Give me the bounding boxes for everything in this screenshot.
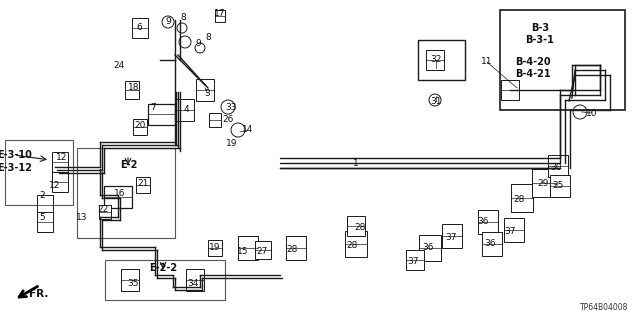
- Text: 2: 2: [39, 191, 45, 201]
- Text: 6: 6: [136, 23, 142, 33]
- Text: B-4-20: B-4-20: [515, 57, 551, 67]
- Bar: [77, 148, 175, 238]
- Text: 27: 27: [256, 247, 268, 257]
- Bar: [186, 269, 204, 291]
- Text: 37: 37: [504, 228, 516, 236]
- Bar: [238, 236, 258, 260]
- Bar: [504, 218, 524, 242]
- Text: 8: 8: [180, 13, 186, 22]
- Text: 9: 9: [195, 39, 201, 49]
- Text: 21: 21: [138, 179, 148, 188]
- Text: 28: 28: [513, 196, 525, 204]
- Text: 25: 25: [552, 180, 564, 189]
- Text: E-3-10: E-3-10: [0, 150, 33, 160]
- Text: 12: 12: [56, 154, 68, 163]
- Text: 28: 28: [346, 242, 358, 251]
- Text: 22: 22: [97, 205, 109, 214]
- Text: 36: 36: [422, 244, 434, 252]
- Text: 8: 8: [205, 34, 211, 43]
- Bar: [345, 231, 367, 257]
- Bar: [418, 40, 465, 80]
- Text: 20: 20: [134, 121, 146, 130]
- Text: 9: 9: [165, 18, 171, 27]
- Text: B-3: B-3: [531, 23, 549, 33]
- Bar: [52, 172, 68, 192]
- Text: 16: 16: [115, 188, 125, 197]
- Bar: [532, 169, 556, 197]
- Bar: [500, 10, 625, 110]
- Text: 34: 34: [188, 278, 198, 287]
- Bar: [121, 269, 139, 291]
- Bar: [286, 236, 306, 260]
- Bar: [132, 18, 148, 38]
- Bar: [550, 175, 570, 197]
- Text: FR.: FR.: [29, 289, 49, 299]
- Text: E-2: E-2: [120, 160, 138, 170]
- Bar: [482, 232, 502, 256]
- Bar: [406, 250, 424, 270]
- Text: 32: 32: [430, 55, 442, 65]
- Bar: [125, 81, 139, 99]
- Text: 4: 4: [183, 105, 189, 114]
- Bar: [419, 235, 441, 261]
- Bar: [548, 155, 568, 177]
- Text: 36: 36: [477, 218, 489, 227]
- Bar: [5, 140, 73, 205]
- Text: 33: 33: [225, 102, 237, 111]
- Text: 14: 14: [243, 125, 253, 134]
- Text: 13: 13: [76, 213, 88, 222]
- Text: 3: 3: [204, 89, 210, 98]
- Text: 12: 12: [49, 180, 61, 189]
- Text: 37: 37: [445, 234, 457, 243]
- Bar: [148, 104, 175, 125]
- Bar: [99, 205, 111, 219]
- Bar: [347, 216, 365, 236]
- Text: 28: 28: [286, 245, 298, 254]
- Text: 37: 37: [407, 257, 419, 266]
- Bar: [442, 224, 462, 248]
- Text: 1: 1: [353, 158, 359, 167]
- Bar: [478, 210, 498, 234]
- Bar: [136, 177, 150, 193]
- Bar: [209, 113, 221, 127]
- Text: B-4-21: B-4-21: [515, 69, 551, 79]
- Text: 18: 18: [128, 84, 140, 92]
- Text: 29: 29: [538, 179, 548, 188]
- Text: 7: 7: [150, 102, 156, 111]
- Bar: [52, 152, 68, 172]
- Bar: [104, 186, 132, 208]
- Text: 15: 15: [237, 247, 249, 257]
- Bar: [37, 212, 53, 232]
- Text: 5: 5: [39, 213, 45, 222]
- Bar: [255, 241, 271, 259]
- Bar: [501, 80, 519, 100]
- Text: B-3-1: B-3-1: [525, 35, 554, 45]
- Bar: [511, 184, 533, 212]
- Text: 36: 36: [484, 239, 496, 249]
- Bar: [426, 50, 444, 70]
- Text: E-2-2: E-2-2: [149, 263, 177, 273]
- Bar: [133, 119, 147, 135]
- Text: E-3-12: E-3-12: [0, 163, 33, 173]
- Bar: [215, 10, 225, 22]
- Text: TP64B04008: TP64B04008: [580, 303, 628, 312]
- Text: 35: 35: [127, 278, 139, 287]
- Text: 26: 26: [222, 116, 234, 124]
- Text: 30: 30: [550, 164, 562, 172]
- Bar: [105, 260, 225, 300]
- Text: 24: 24: [113, 60, 125, 69]
- Text: 17: 17: [214, 10, 226, 19]
- Text: 19: 19: [227, 139, 237, 148]
- Text: 11: 11: [481, 58, 493, 67]
- Bar: [208, 240, 222, 256]
- Text: 28: 28: [355, 223, 365, 233]
- Bar: [37, 195, 53, 215]
- Text: 19: 19: [209, 243, 221, 252]
- Bar: [196, 79, 214, 101]
- Bar: [176, 99, 194, 121]
- Text: 31: 31: [430, 97, 442, 106]
- Text: 10: 10: [586, 108, 598, 117]
